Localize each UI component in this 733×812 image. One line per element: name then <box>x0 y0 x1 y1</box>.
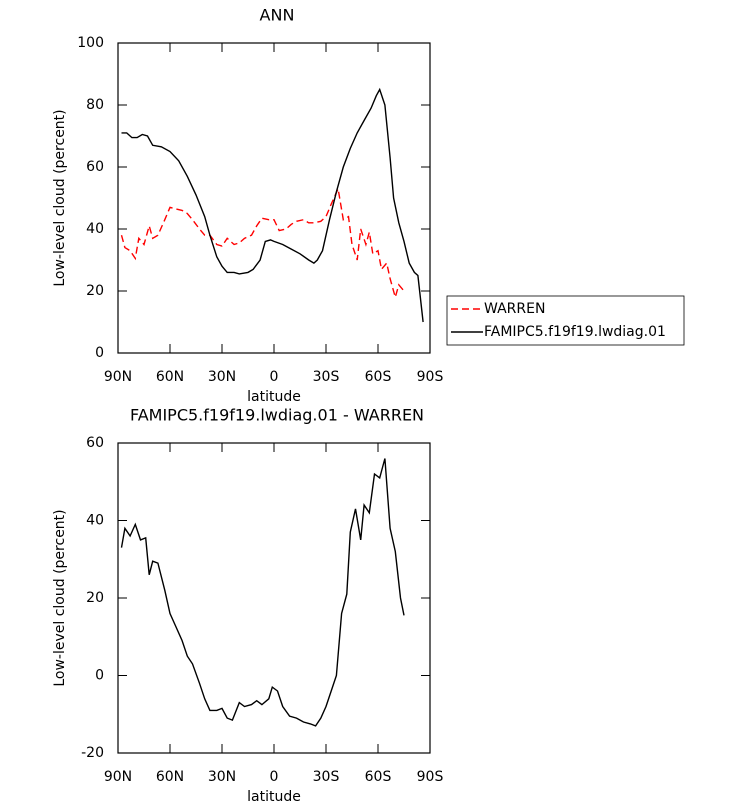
x-tick-label: 90S <box>417 369 444 385</box>
x-axis-label: latitude <box>247 389 301 405</box>
x-tick-label: 90S <box>417 769 444 785</box>
legend-label: WARREN <box>484 301 545 317</box>
x-tick-label: 30S <box>313 769 340 785</box>
legend-box <box>446 295 685 346</box>
y-tick-label: 80 <box>86 97 104 113</box>
y-axis-label: Low-level cloud (percent) <box>52 109 68 286</box>
x-tick-label: 60S <box>365 369 392 385</box>
legend-label: FAMIPC5.f19f19.lwdiag.01 <box>484 324 666 340</box>
y-tick-label: 100 <box>77 35 104 51</box>
x-tick-label: 90N <box>104 369 132 385</box>
x-tick-label: 30S <box>313 369 340 385</box>
series-line <box>120 186 405 300</box>
y-tick-label: -20 <box>81 745 104 761</box>
x-tick-label: 30N <box>208 369 236 385</box>
y-tick-label: 0 <box>95 668 104 684</box>
x-tick-label: 60N <box>156 369 184 385</box>
plot-frame <box>117 42 431 354</box>
plot-frame <box>117 442 431 754</box>
x-tick-label: 90N <box>104 769 132 785</box>
x-tick-label: 60N <box>156 769 184 785</box>
x-tick-label: 60S <box>365 769 392 785</box>
y-tick-label: 20 <box>86 590 104 606</box>
chart-title: FAMIPC5.f19f19.lwdiag.01 - WARREN <box>130 406 424 425</box>
y-axis-label: Low-level cloud (percent) <box>52 509 68 686</box>
x-axis-label: latitude <box>247 789 301 805</box>
y-tick-label: 40 <box>86 221 104 237</box>
y-tick-label: 60 <box>86 159 104 175</box>
y-tick-label: 40 <box>86 513 104 529</box>
y-tick-label: 20 <box>86 283 104 299</box>
x-tick-label: 0 <box>270 369 279 385</box>
series-line <box>120 458 405 727</box>
x-tick-label: 30N <box>208 769 236 785</box>
series-line <box>121 87 424 323</box>
y-tick-label: 60 <box>86 435 104 451</box>
y-tick-label: 0 <box>95 345 104 361</box>
chart-title: ANN <box>260 6 295 25</box>
x-tick-label: 0 <box>270 769 279 785</box>
